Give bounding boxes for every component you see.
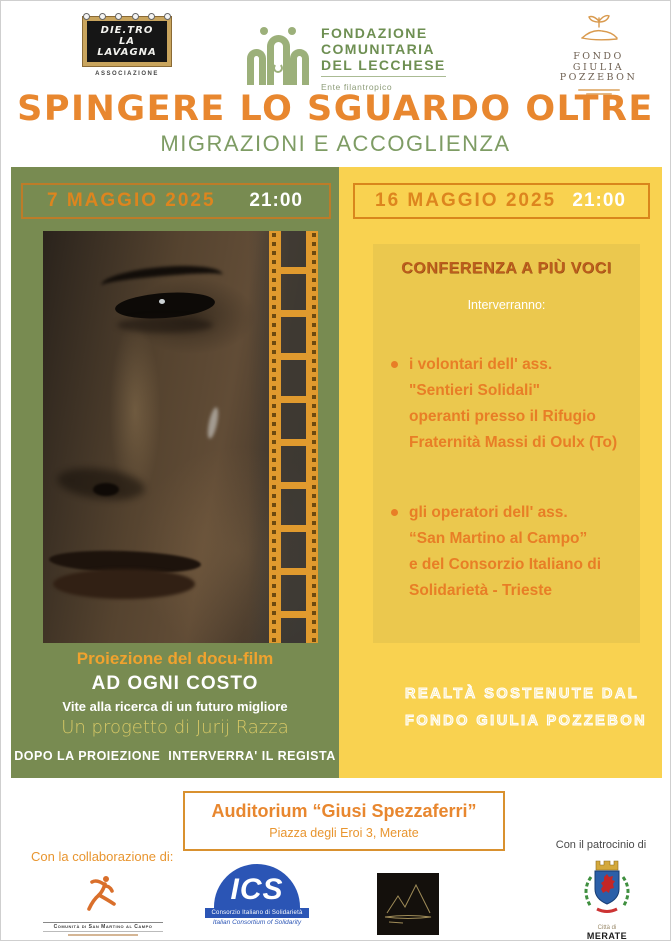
ics-acronym: ICS xyxy=(230,873,284,906)
film-subtitle: Vite alla ricerca di un futuro migliore xyxy=(62,699,288,714)
fondazione-tagline: Ente filantropico xyxy=(321,76,446,95)
speakers-intro: Interverranno: xyxy=(467,298,546,312)
bullet-icon xyxy=(391,509,398,516)
screening-date-box: 7 MAGGIO 2025 21:00 xyxy=(21,183,331,219)
ics-dome-icon: ICS xyxy=(214,864,300,908)
fondo-support-note: REALTÀ SOSTENUTE DAL FONDO GIULIA POZZEB… xyxy=(404,681,648,735)
film-strip-icon xyxy=(269,231,318,643)
page-title: SPINGERE LO SGUARDO OLTRE xyxy=(17,89,654,129)
fondazione-line: DEL LECCHESE xyxy=(321,57,446,73)
speaker-line: "Sentieri Solidali" xyxy=(409,382,540,399)
mountain-outline-icon xyxy=(384,883,432,924)
screening-date: 7 MAGGIO 2025 xyxy=(47,190,216,211)
conference-heading: CONFERENZA A PIÙ VOCI xyxy=(401,260,612,277)
speaker-line: i volontari dell' ass. xyxy=(409,356,553,373)
lavagna-association-logo: DIE.TRO LA LAVAGNA ASSOCIAZIONE xyxy=(77,13,177,77)
association-caption: ASSOCIAZIONE xyxy=(95,71,159,77)
conference-column: 16 MAGGIO 2025 21:00 CONFERENZA A PIÙ VO… xyxy=(339,167,662,778)
merate-coat-of-arms: Città di MERATE xyxy=(567,857,647,941)
board-line: DIE.TRO xyxy=(100,25,154,36)
woman-face-photo xyxy=(43,231,318,643)
speaker-item: i volontari dell' ass. "Sentieri Solidal… xyxy=(387,352,633,456)
support-line: FONDO GIULIA POZZEBON xyxy=(404,713,648,730)
fondazione-line: COMUNITARIA xyxy=(321,41,435,57)
san-martino-al-campo-logo: Comunità di San Martino al Campo xyxy=(43,873,163,936)
merate-caption: MERATE xyxy=(586,931,628,941)
screening-time: 21:00 xyxy=(249,190,303,211)
conference-time: 21:00 xyxy=(572,190,626,211)
screening-label: Proiezione del docu-film xyxy=(76,649,274,668)
venue-name: Auditorium “Giusi Spezzaferri” xyxy=(211,801,477,821)
conference-panel: CONFERENZA A PIÙ VOCI Interverranno: i v… xyxy=(373,244,640,643)
ics-english-name: Italian Consortium of Solidarity xyxy=(212,919,302,926)
bullet-icon xyxy=(391,361,398,368)
speaker-line: operanti presso il Rifugio xyxy=(409,408,596,425)
fondo-giulia-pozzebon-logo: FONDO GIULIA POZZEBON xyxy=(546,13,651,97)
speaker-line: gli operatori dell' ass. xyxy=(409,504,568,521)
fondo-tagline-decoration xyxy=(570,88,628,95)
san-martino-subline-decoration xyxy=(68,934,138,936)
board-line: LAVAGNA xyxy=(97,47,157,58)
speaker-line: e del Consorzio Italiano di xyxy=(409,556,602,573)
hand-sprout-icon xyxy=(580,14,618,41)
board-line: LA xyxy=(118,36,136,47)
coat-of-arms-icon xyxy=(584,860,630,913)
fondazione-line: FONDAZIONE xyxy=(321,25,428,41)
fondo-line: FONDO xyxy=(573,51,624,62)
project-credit: Un progetto di Jurij Razza xyxy=(61,717,289,738)
mountain-logo xyxy=(377,873,439,935)
arches-people-icon xyxy=(247,25,309,85)
san-martino-caption: Comunità di San Martino al Campo xyxy=(43,922,163,932)
ics-italian-name: Consorzio Italiano di Solidarietà xyxy=(205,908,309,918)
fondo-line: POZZEBON xyxy=(559,72,638,83)
fondo-line: GIULIA xyxy=(572,61,625,73)
speaker-line: Fraternità Massi di Oulx (To) xyxy=(409,434,618,451)
film-title: AD OGNI COSTO xyxy=(91,673,259,694)
venue-box: Auditorium “Giusi Spezzaferri” Piazza de… xyxy=(183,791,505,851)
fondazione-comunitaria-logo: FONDAZIONE COMUNITARIA DEL LECCHESE Ente… xyxy=(247,25,446,95)
speaker-item: gli operatori dell' ass. “San Martino al… xyxy=(387,500,633,604)
conference-date-box: 16 MAGGIO 2025 21:00 xyxy=(353,183,650,219)
speaker-line: “San Martino al Campo” xyxy=(409,530,588,547)
screening-column: 7 MAGGIO 2025 21:00 Proiezione del docu-… xyxy=(11,167,339,778)
chalkboard-icon: DIE.TRO LA LAVAGNA xyxy=(83,17,171,66)
leaping-figure-icon xyxy=(87,876,116,911)
page-subtitle: MIGRAZIONI E ACCOGLIENZA xyxy=(160,131,511,156)
collaboration-label: Con la collaborazione di: xyxy=(31,849,174,864)
people-figures-icon xyxy=(77,13,177,20)
conference-date: 16 MAGGIO 2025 xyxy=(375,190,557,211)
ics-logo: ICS Consorzio Italiano di Solidarietà It… xyxy=(205,864,309,926)
patronage-label: Con il patrocinio di xyxy=(555,839,647,851)
director-note: DOPO LA PROIEZIONE INTERVERRA' IL REGIST… xyxy=(14,749,336,763)
speaker-line: Solidarietà - Trieste xyxy=(409,582,552,599)
venue-address: Piazza degli Eroi 3, Merate xyxy=(269,826,419,840)
merate-caption-small: Città di xyxy=(597,925,617,931)
support-line: REALTÀ SOSTENUTE DAL xyxy=(404,686,640,703)
